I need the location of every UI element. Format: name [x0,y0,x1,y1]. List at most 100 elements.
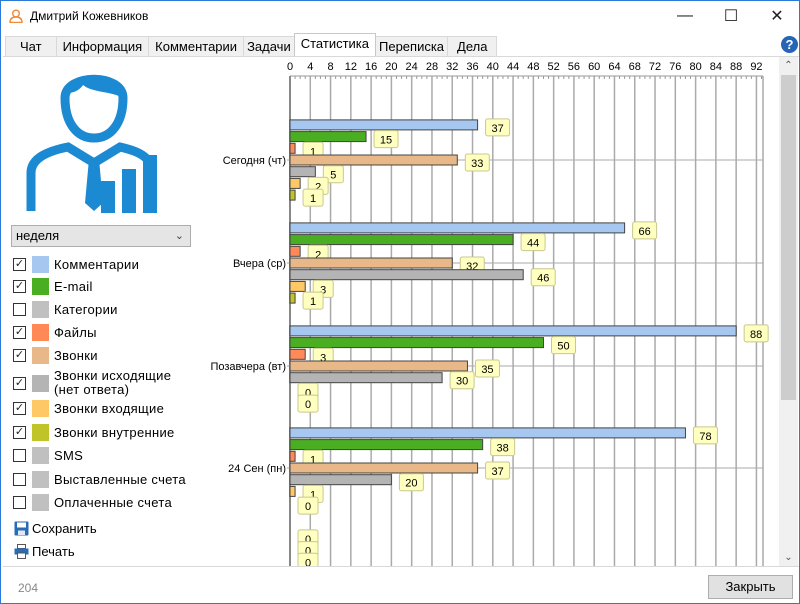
data-label: 1 [310,296,316,308]
x-tick-label: 56 [568,61,580,73]
data-label: 46 [537,273,549,285]
x-tick-label: 64 [608,61,620,73]
bar [289,485,296,497]
bar [289,142,296,154]
x-tick-label: 0 [287,61,293,73]
tab-deals[interactable]: Дела [447,36,498,56]
legend-item[interactable]: ✓ Звонки [13,347,98,364]
close-window-button[interactable]: ✕ [770,8,784,25]
legend-item[interactable]: ✓ E-mail [13,278,93,295]
legend-swatch [32,400,49,417]
data-label-box [449,371,475,390]
scroll-up-icon[interactable]: ⌃ [784,60,793,71]
x-tick-label: 16 [365,61,377,73]
tab-chat[interactable]: Чат [5,36,57,56]
x-tick-label: 32 [446,61,458,73]
minimize-button[interactable]: — [677,7,693,24]
statistics-panel [3,56,799,567]
category-label: 24 Сен (пн) [228,463,286,475]
legend-label: Оплаченные счета [54,494,172,510]
legend-item[interactable]: Категории [13,301,118,318]
data-label: 30 [456,376,468,388]
data-label: 37 [491,466,503,478]
legend-swatch [32,278,49,295]
statistics-bar-chart: 0 4 8 12 16 20 24 28 32 36 40 44 48 52 56 60 64 68 72 76 80 8… [210,61,769,566]
tab-statistics[interactable]: Статистика [293,33,376,56]
chart-scrollbar[interactable]: ⌃ ⌄ [779,57,798,566]
bar [289,245,301,257]
bar [289,257,453,269]
x-tick-label: 88 [730,61,742,73]
bar [289,360,468,372]
legend-item[interactable]: ✓ Файлы [13,324,97,341]
legend-checkbox[interactable]: ✓ [13,426,26,439]
legend-item[interactable]: Оплаченные счета [13,494,172,511]
legend-checkbox[interactable]: ✓ [13,349,26,362]
bar [289,234,514,246]
print-button[interactable]: Печать [14,544,75,559]
period-selected: неделя [16,228,60,243]
x-tick-label: 44 [507,61,519,73]
legend-swatch [32,374,49,392]
data-label-box [302,291,324,310]
legend-checkbox[interactable]: ✓ [13,376,26,390]
maximize-button[interactable]: ☐ [723,8,739,25]
legend-item[interactable]: SMS [13,447,83,464]
data-label: 44 [527,238,539,250]
close-button[interactable]: Закрыть [708,575,793,599]
help-icon[interactable]: ? [781,36,798,53]
legend-item[interactable]: ✓ Звонки исходящие (нет ответа) [13,369,184,397]
legend-checkbox[interactable]: ✓ [13,326,26,339]
data-label-box [485,461,511,480]
x-tick-label: 84 [710,61,722,73]
data-label-box [632,221,658,240]
data-label: 15 [380,135,392,147]
data-label-box [520,233,546,252]
legend-checkbox[interactable] [13,449,26,462]
legend-checkbox[interactable]: ✓ [13,258,26,271]
tab-tasks[interactable]: Задачи [243,36,295,56]
x-tick-label: 76 [669,61,681,73]
legend-checkbox[interactable] [13,303,26,316]
legend-checkbox[interactable]: ✓ [13,402,26,415]
scroll-down-icon[interactable]: ⌄ [784,552,793,563]
tab-info[interactable]: Информация [55,36,150,56]
legend-item[interactable]: ✓ Комментарии [13,256,139,273]
legend-label: Звонки внутренние [54,424,175,440]
data-label-box [297,496,319,515]
x-tick-label: 36 [466,61,478,73]
period-dropdown[interactable]: неделя ⌄ [11,225,191,247]
scroll-thumb[interactable] [781,75,796,400]
legend-swatch [32,324,49,341]
data-label: 20 [405,478,417,490]
x-tick-label: 80 [689,61,701,73]
data-label: 88 [750,329,762,341]
legend-checkbox[interactable] [13,496,26,509]
data-label-box [490,438,516,457]
user-statistics-icon [26,74,157,213]
legend-label: Комментарии [54,256,140,272]
legend-checkbox[interactable]: ✓ [13,280,26,293]
x-tick-label: 8 [327,61,333,73]
x-tick-label: 60 [588,61,600,73]
data-label: 0 [305,546,311,558]
chevron-down-icon: ⌄ [174,230,184,242]
data-label: 3 [320,284,326,296]
data-label-box [530,268,556,287]
data-label-box [743,324,769,343]
legend-label: E-mail [54,278,93,294]
save-icon [14,521,29,536]
bar [289,280,306,292]
data-label: 0 [305,387,311,399]
legend-item[interactable]: ✓ Звонки внутренние [13,424,175,441]
tab-correspondence[interactable]: Переписка [375,36,449,56]
data-label-box [398,473,424,492]
x-tick-label: 20 [385,61,397,73]
data-label-box [302,188,324,207]
save-button[interactable]: Сохранить [14,521,97,536]
data-label: 0 [305,557,311,566]
legend-item[interactable]: ✓ Звонки входящие [13,400,164,417]
tab-comments[interactable]: Комментарии [148,36,245,56]
legend-item[interactable]: Выставленные счета [13,471,186,488]
legend-checkbox[interactable] [13,473,26,486]
